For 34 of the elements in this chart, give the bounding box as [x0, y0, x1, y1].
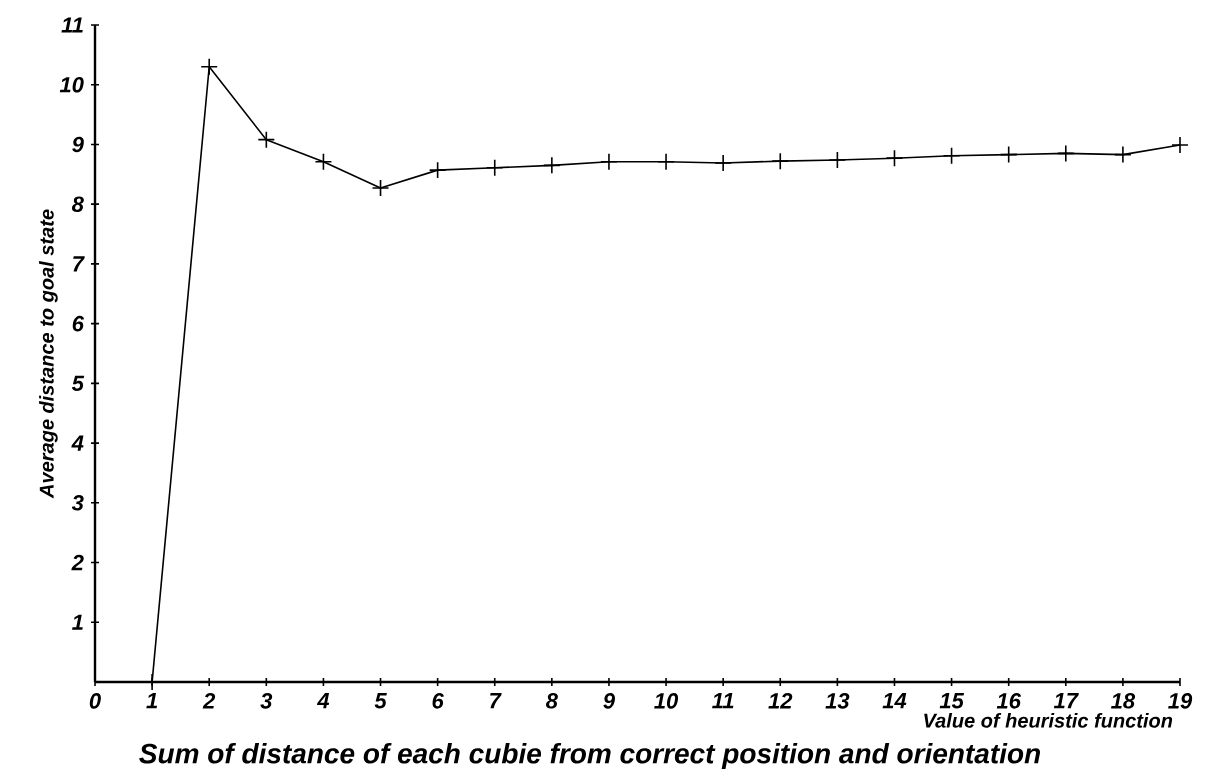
x-tick-label: 19	[1168, 693, 1193, 709]
y-tick-label: 10	[59, 76, 84, 93]
x-tick-label: 8	[546, 693, 558, 709]
x-tick-label: 16	[996, 693, 1022, 709]
y-tick-label: 11	[61, 17, 83, 33]
y-tick-label: 5	[71, 375, 85, 392]
y-tick-label: 4	[71, 435, 84, 451]
y-tick-label: 2	[71, 554, 84, 571]
y-tick-label: 1	[72, 614, 83, 630]
x-tick-label: 14	[882, 693, 907, 709]
text: Sum of distance of each cubie from correct position and orientation	[139, 742, 1040, 770]
x-tick-label: 10	[654, 693, 679, 709]
y-axis-title: Average distance to goal state	[39, 209, 58, 499]
x-tick-label: 3	[260, 693, 273, 709]
x-tick-label: 4	[316, 693, 330, 709]
y-tick-label: 3	[71, 495, 84, 511]
x-tick-label: 7	[490, 693, 502, 709]
y-tick-label: 9	[72, 136, 84, 153]
x-tick-label: 5	[374, 693, 387, 709]
x-tick-label: 9	[603, 693, 615, 709]
x-tick-label: 6	[432, 693, 444, 709]
x-tick-label: 12	[768, 693, 793, 709]
x-axis-title: Value of heuristic function	[924, 713, 1173, 728]
y-tick-label: 6	[72, 315, 85, 332]
x-tick-label: 2	[202, 693, 216, 709]
x-tick-label: 13	[825, 693, 850, 709]
x-tick-label: 1	[146, 693, 158, 709]
y-tick-label: 8	[71, 196, 84, 212]
x-tick-label: 18	[1111, 693, 1136, 709]
x-tick-label: 15	[939, 693, 965, 709]
x-tick-label: 0	[89, 693, 101, 709]
x-tick-label: 17	[1053, 693, 1079, 709]
x-tick-label: 11	[712, 693, 734, 709]
y-tick-label: 7	[73, 256, 85, 272]
